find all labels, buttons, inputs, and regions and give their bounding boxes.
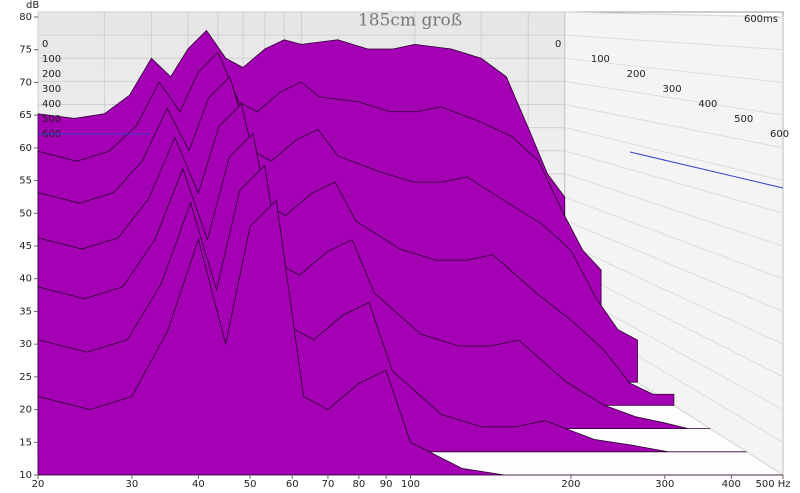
x-tick-label: 70 xyxy=(322,479,335,490)
time-tick-label: 100 xyxy=(42,54,61,65)
grid-line xyxy=(564,57,784,83)
x-tick-label: 80 xyxy=(352,479,365,490)
y-tick-label: 45 xyxy=(19,241,32,252)
slices-layer xyxy=(37,29,783,476)
time-tick-label: 600 xyxy=(770,129,789,140)
grid-line xyxy=(564,219,784,312)
grid-line xyxy=(564,127,784,182)
time-tick-label: 300 xyxy=(42,84,61,95)
y-tick-label: 55 xyxy=(19,176,32,187)
y-tick-label: 75 xyxy=(19,45,32,56)
y-tick-label: 80 xyxy=(19,12,32,23)
grid-line xyxy=(564,173,784,247)
grid-line xyxy=(564,80,784,116)
time-tick-label: 300 xyxy=(663,84,682,95)
time-tick-label: 100 xyxy=(591,54,610,65)
grid-line xyxy=(564,104,784,149)
time-tick-label: 500 xyxy=(42,114,61,125)
grid-line xyxy=(564,34,784,51)
y-tick-label: 15 xyxy=(19,437,32,448)
time-tick-label: 0 xyxy=(42,39,48,50)
y-tick-label: 70 xyxy=(19,77,32,88)
time-tick-label: 400 xyxy=(42,99,61,110)
grid-line xyxy=(564,150,784,214)
x-tick-label: 20 xyxy=(32,479,45,490)
time-tick-label: 200 xyxy=(42,69,61,80)
grid-line xyxy=(564,242,784,345)
grid-line xyxy=(564,196,784,280)
x-tick-label: 60 xyxy=(286,479,299,490)
time-tick-label: 500 xyxy=(734,114,753,125)
depth-guide xyxy=(629,151,784,189)
y-tick-label: 65 xyxy=(19,110,32,121)
x-tick-label: 200 xyxy=(561,479,580,490)
grid-line xyxy=(564,11,784,18)
x-tick-label: 500 Hz xyxy=(755,479,790,490)
chart-title: 185cm groß xyxy=(358,11,462,31)
y-tick-label: 50 xyxy=(19,208,32,219)
y-tick-label: 40 xyxy=(19,274,32,285)
x-tick-label: 100 xyxy=(401,479,420,490)
y-tick-label: 60 xyxy=(19,143,32,154)
x-tick-label: 400 xyxy=(722,479,741,490)
waterfall-slice xyxy=(37,199,783,476)
y-tick-label: 10 xyxy=(19,470,32,481)
y-tick-label: 25 xyxy=(19,372,32,383)
time-axis-label: 600ms xyxy=(744,14,778,25)
y-tick-label: 35 xyxy=(19,306,32,317)
x-tick-label: 90 xyxy=(380,479,393,490)
time-tick-label: 400 xyxy=(698,99,717,110)
time-tick-label: 0 xyxy=(555,39,561,50)
x-tick-label: 300 xyxy=(655,479,674,490)
x-tick-label: 40 xyxy=(192,479,205,490)
y-tick-label: 30 xyxy=(19,339,32,350)
y-tick-label: 20 xyxy=(19,405,32,416)
y-axis-label: dB xyxy=(26,0,39,11)
x-tick-label: 50 xyxy=(244,479,257,490)
x-tick-label: 30 xyxy=(125,479,138,490)
time-tick-label: 200 xyxy=(627,69,646,80)
